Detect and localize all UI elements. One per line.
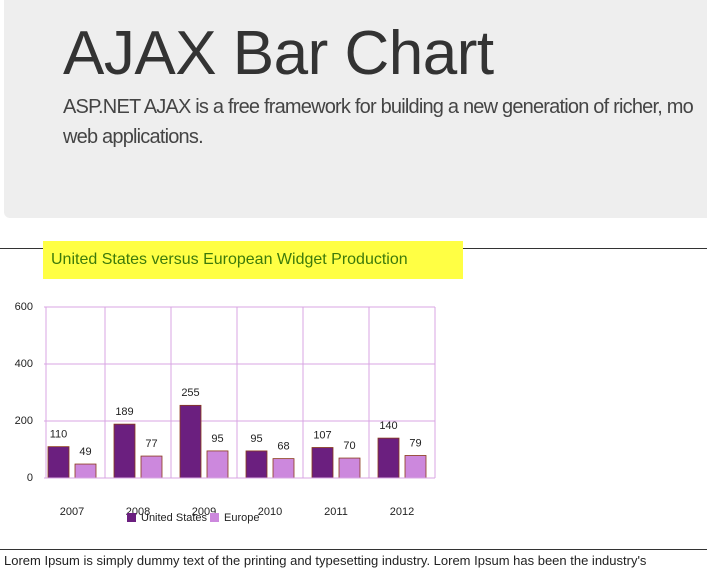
value-label: 140 bbox=[379, 420, 397, 432]
x-tick-label: 2010 bbox=[258, 506, 282, 518]
legend-swatch bbox=[127, 513, 136, 522]
bar bbox=[74, 463, 97, 479]
legend-label: United States bbox=[141, 512, 208, 524]
body-text: Lorem Ipsum is simply dummy text of the … bbox=[4, 553, 647, 568]
value-label: 255 bbox=[181, 387, 199, 399]
value-label: 110 bbox=[50, 429, 68, 441]
subtitle: ASP.NET AJAX is a free framework for bui… bbox=[63, 96, 694, 118]
bar bbox=[206, 450, 229, 479]
rule bbox=[0, 549, 707, 550]
x-tick-label: 2007 bbox=[60, 506, 84, 518]
x-tick-label: 2012 bbox=[390, 506, 414, 518]
value-label: 77 bbox=[145, 438, 157, 450]
y-tick-label: 0 bbox=[27, 472, 33, 484]
legend-swatch bbox=[210, 513, 219, 522]
chart-title: United States versus European Widget Pro… bbox=[51, 251, 408, 268]
title-highlight bbox=[43, 241, 463, 279]
value-label: 79 bbox=[409, 437, 421, 449]
value-label: 49 bbox=[79, 446, 91, 458]
x-tick-label: 2011 bbox=[324, 506, 348, 518]
y-tick-label: 200 bbox=[15, 415, 33, 427]
value-label: 95 bbox=[211, 433, 223, 445]
value-label: 189 bbox=[115, 406, 133, 418]
hero: AJAX Bar Chart ASP.NET AJAX is a free fr… bbox=[4, 0, 707, 218]
y-tick-label: 600 bbox=[15, 301, 33, 313]
bar bbox=[140, 455, 163, 479]
bar bbox=[377, 437, 400, 479]
bar bbox=[311, 447, 334, 479]
value-label: 107 bbox=[313, 429, 331, 441]
bar bbox=[338, 457, 361, 479]
value-label: 95 bbox=[250, 433, 262, 445]
bar bbox=[272, 458, 295, 479]
bar bbox=[179, 404, 202, 479]
page-title: AJAX Bar Chart bbox=[63, 19, 494, 88]
value-label: 68 bbox=[277, 441, 289, 453]
value-label: 70 bbox=[343, 440, 355, 452]
subtitle: web applications. bbox=[63, 126, 204, 148]
bar bbox=[113, 423, 136, 479]
bar bbox=[245, 450, 268, 479]
bar bbox=[404, 455, 427, 479]
legend-label: Europe bbox=[224, 512, 259, 524]
y-tick-label: 400 bbox=[15, 358, 33, 370]
bar bbox=[47, 446, 70, 479]
